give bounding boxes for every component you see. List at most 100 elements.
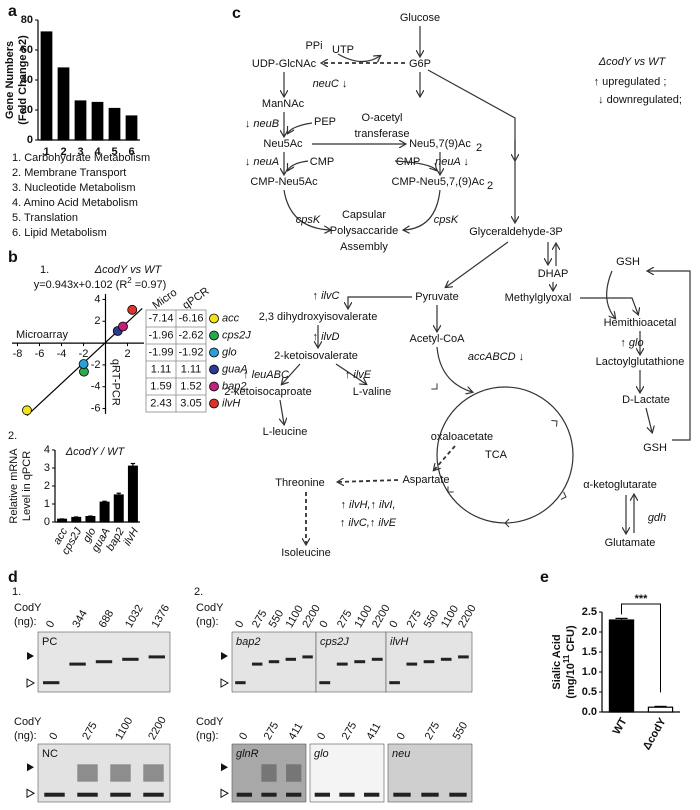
bar — [99, 501, 110, 523]
y-axis-label: Level in qPCR — [21, 451, 33, 521]
pathway-node: CMP — [396, 156, 420, 168]
legend-item: 6. Lipid Metabolism — [12, 227, 107, 239]
pathway-legend-title: ΔcodY vs WT — [598, 56, 667, 68]
shift-marker — [27, 763, 34, 772]
lane-label: 550 — [451, 720, 471, 742]
gel-axis-label: CodY — [196, 716, 224, 728]
y-tick-label: 20 — [21, 104, 33, 116]
band — [143, 792, 164, 797]
legend-swatch — [209, 347, 219, 358]
band — [319, 681, 331, 685]
gel-axis-label: (ng): — [14, 616, 37, 628]
pathway-node: L-leucine — [263, 426, 308, 438]
lane-label: 275 — [335, 608, 355, 630]
lane-label: 2200 — [456, 603, 479, 630]
lane-label: 1376 — [150, 603, 173, 630]
gel-axis-label: (ng): — [196, 730, 219, 742]
arrow — [348, 296, 412, 308]
pathway-node: Hemithioacetal — [604, 317, 677, 329]
enzyme-up: ↑ ilvC,↑ ilvE — [340, 517, 397, 529]
table-cell: 1.52 — [180, 380, 201, 392]
y-tick-label: 60 — [21, 44, 33, 56]
lane-label: 0 — [395, 731, 408, 742]
pathway-node: Glyceraldehyde-3P — [469, 226, 563, 238]
arrow — [280, 399, 284, 424]
table-cell: -1.92 — [178, 346, 203, 358]
band — [364, 792, 380, 797]
arrow — [337, 53, 380, 62]
error-bar — [74, 516, 79, 518]
pathway-node: oxaloacetate — [431, 431, 493, 443]
band — [440, 657, 452, 661]
enzyme-up: ↑ leuABC — [243, 369, 289, 381]
enzyme-down: ↓ neuA — [245, 156, 279, 168]
arrow — [645, 407, 652, 432]
lane-label: 275 — [423, 720, 443, 742]
pathway-node: PEP — [314, 116, 336, 128]
pathway-node: Glutamate — [605, 537, 656, 549]
y-tick-label: 0 — [27, 134, 33, 146]
arrow — [446, 241, 509, 287]
gel-axis-label: (ng): — [196, 616, 219, 628]
gel-axis-label: CodY — [14, 602, 42, 614]
enzyme-down: neuC ↓ — [313, 78, 348, 90]
table-cell: -2.62 — [178, 329, 203, 341]
pathway-node: 2-ketoisocaproate — [224, 386, 311, 398]
x-tick-label: -8 — [13, 348, 23, 360]
band — [110, 792, 131, 797]
pathway-node: Pyruvate — [415, 291, 458, 303]
pathway-node: 2 — [487, 180, 493, 192]
gel-name: NC — [42, 748, 58, 760]
pathway-node: α-ketoglutarate — [583, 479, 657, 491]
error-bar — [88, 515, 93, 517]
part-label: 1. — [12, 586, 21, 598]
error-bar — [116, 492, 121, 495]
x-tick-label: ΔcodY — [641, 715, 669, 752]
legend-item: 5. Translation — [12, 212, 78, 224]
pathway-node: cpsK — [434, 214, 459, 226]
arrow — [288, 122, 313, 133]
x-tick-label: -6 — [35, 348, 45, 360]
pathway-node: GSH — [643, 442, 667, 454]
y-axis-label: qRT-PCR — [110, 359, 122, 406]
y-tick-label: 1.0 — [582, 666, 597, 678]
smear — [286, 764, 302, 782]
pathway-node: Methylglyoxal — [505, 292, 572, 304]
pathway-node: Capsular — [342, 209, 386, 221]
y-tick-label: 2.5 — [582, 606, 597, 618]
pathway-node: 2 — [476, 142, 482, 154]
y-tick-label: -4 — [91, 381, 101, 393]
arrow — [282, 363, 301, 384]
y-tick-label: 4 — [94, 293, 100, 305]
smear — [261, 764, 277, 782]
lane-label: 1100 — [113, 715, 135, 741]
pathway-legend-down: ↓ downregulated; — [598, 94, 682, 106]
band — [336, 662, 348, 666]
y-tick-label: 40 — [21, 74, 33, 86]
legend-item: 4. Amino Acid Metabolism — [12, 197, 138, 209]
y-tick-label: 0.0 — [582, 706, 597, 718]
lane-label: 550 — [422, 608, 442, 630]
pathway-node: Neu5,7(9)Ac — [409, 138, 471, 150]
x-tick-label: ilvH — [121, 526, 141, 548]
gel-name: PC — [42, 636, 57, 648]
x-tick-label: 3 — [77, 146, 83, 158]
gel-name: glnR — [236, 748, 259, 760]
lane-label: 411 — [364, 721, 383, 742]
point — [127, 304, 138, 315]
legend-swatch — [209, 381, 219, 392]
pathway-node: O-acetyl — [362, 112, 403, 124]
lane-label: 2200 — [146, 715, 169, 742]
x-tick-label: -4 — [57, 348, 67, 360]
lane-label: 411 — [286, 721, 305, 742]
y-axis-label: Gene Numbers — [4, 41, 16, 119]
band — [44, 792, 65, 797]
y-tick-label: 2 — [94, 315, 100, 327]
pathway-node: G6P — [409, 58, 431, 70]
x-tick-label: WT — [611, 716, 630, 737]
gel-axis-label: CodY — [14, 716, 42, 728]
legend-swatch — [209, 364, 219, 375]
pathway-node: Isoleucine — [281, 547, 331, 559]
pathway-node: CMP — [310, 156, 334, 168]
band — [77, 792, 98, 797]
